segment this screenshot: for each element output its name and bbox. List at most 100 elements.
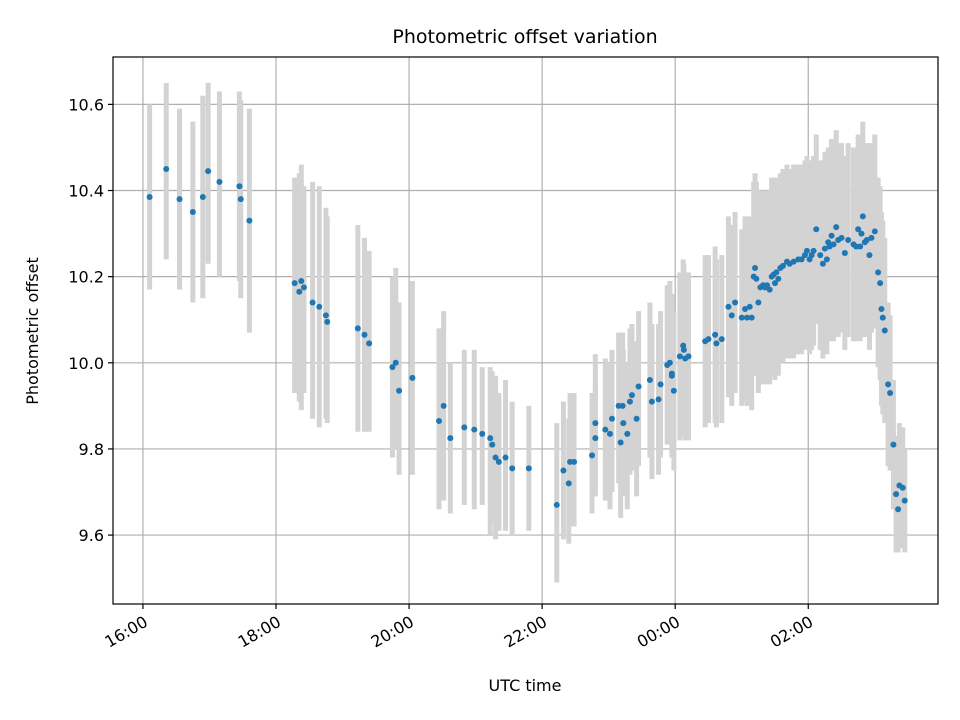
y-axis-title: Photometric offset [23, 257, 42, 405]
data-point [608, 415, 615, 422]
data-point [236, 183, 243, 190]
x-axis-ticks: 16:00 18:00 20:00 22:00 00:00 02:00 [102, 604, 816, 652]
data-point [479, 430, 486, 437]
data-point [246, 217, 253, 224]
data-point [646, 377, 653, 384]
data-point [495, 458, 502, 465]
data-point [471, 426, 478, 433]
data-point [189, 209, 196, 216]
data-point [830, 241, 837, 248]
data-point [389, 364, 396, 371]
data-point [296, 288, 303, 295]
data-point [718, 336, 725, 343]
data-point [838, 234, 845, 241]
data-point [509, 465, 516, 472]
data-point [146, 193, 153, 200]
data-point [592, 420, 599, 427]
data-point [773, 269, 780, 276]
data-point [866, 252, 873, 259]
data-point [771, 280, 778, 287]
data-point [525, 465, 532, 472]
data-point [300, 284, 307, 291]
data-point [713, 340, 720, 347]
data-point [798, 256, 805, 263]
error-bars [147, 82, 908, 583]
data-point [875, 269, 882, 276]
data-point [492, 454, 499, 461]
data-point [553, 501, 560, 508]
data-point [753, 275, 760, 282]
data-point [823, 256, 830, 263]
data-point [705, 336, 712, 343]
data-point [635, 383, 642, 390]
data-point [890, 441, 897, 448]
data-point [766, 286, 773, 293]
data-point [857, 243, 864, 250]
y-tick-label: 10.0 [68, 354, 104, 373]
data-point [396, 387, 403, 394]
data-point [833, 224, 840, 231]
data-point [676, 353, 683, 360]
data-point [899, 484, 906, 491]
data-point [728, 312, 735, 319]
data-point [657, 381, 664, 388]
data-point [237, 196, 244, 203]
data-point [633, 415, 640, 422]
data-point [440, 402, 447, 409]
data-point [863, 237, 870, 244]
data-point [617, 439, 624, 446]
data-point [489, 441, 496, 448]
y-tick-label: 9.8 [79, 440, 104, 459]
data-point [298, 277, 305, 284]
data-point [619, 402, 626, 409]
x-tick-label: 02:00 [767, 612, 816, 652]
data-point [878, 305, 885, 312]
data-point [712, 331, 719, 338]
data-point [205, 168, 212, 175]
data-point [742, 305, 749, 312]
x-tick-label: 16:00 [102, 612, 151, 652]
data-points [146, 165, 908, 513]
data-point [755, 299, 762, 306]
data-point [620, 420, 627, 427]
data-point [685, 353, 692, 360]
data-point [199, 193, 206, 200]
data-point [775, 275, 782, 282]
data-point [885, 381, 892, 388]
data-point [821, 245, 828, 252]
data-point [666, 359, 673, 366]
data-point [602, 426, 609, 433]
data-point [748, 314, 755, 321]
data-point [855, 226, 862, 233]
x-tick-label: 20:00 [368, 612, 417, 652]
data-point [309, 299, 316, 306]
data-point [216, 178, 223, 185]
data-point [392, 359, 399, 366]
data-point [752, 265, 759, 272]
data-point [810, 247, 817, 254]
y-tick-label: 9.6 [79, 526, 104, 545]
data-point [592, 435, 599, 442]
data-point [680, 346, 687, 353]
x-axis-title: UTC time [489, 676, 562, 695]
data-point [624, 430, 631, 437]
data-point [819, 260, 826, 267]
y-axis-ticks: 9.6 9.8 10.0 10.2 10.4 10.6 [68, 95, 113, 545]
data-point [163, 165, 170, 172]
data-point [871, 228, 878, 235]
data-point [803, 247, 810, 254]
data-point [361, 331, 368, 338]
data-point [436, 417, 443, 424]
data-point [746, 303, 753, 310]
y-tick-label: 10.4 [68, 182, 104, 201]
data-point [725, 303, 732, 310]
data-point [176, 196, 183, 203]
data-point [841, 249, 848, 256]
data-point [316, 303, 323, 310]
data-point [879, 314, 886, 321]
data-point [354, 325, 361, 332]
data-point [732, 299, 739, 306]
y-tick-label: 10.2 [68, 268, 104, 287]
data-point [858, 230, 865, 237]
